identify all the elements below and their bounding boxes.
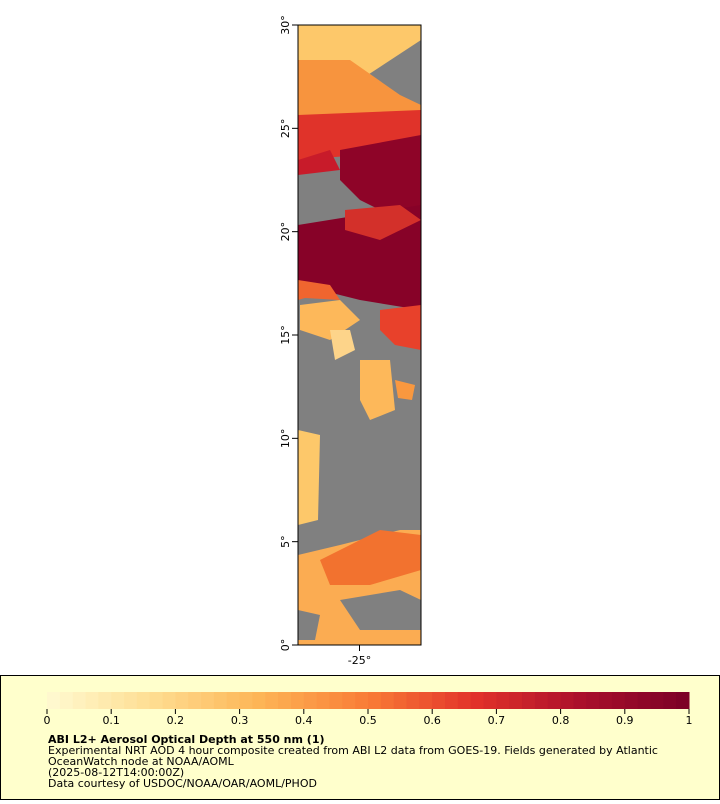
colorbar-cell [124,692,138,709]
colorbar-cell [201,692,215,709]
y-tick-label: 10° [279,429,292,449]
legend-text: Data courtesy of USDOC/NOAA/OAR/AOML/PHO… [48,777,317,790]
colorbar-cell [239,692,253,709]
colorbar-cell [470,692,485,709]
colorbar-cell [355,692,369,709]
y-tick-label: 15° [279,325,292,345]
colorbar-cell [175,692,189,709]
colorbar-tick-label: 0.3 [231,714,249,727]
colorbar-cell [663,692,677,709]
colorbar-tick-label: 0.2 [167,714,185,727]
colorbar-cell [136,692,151,709]
y-tick-label: 30° [279,15,292,35]
colorbar-cell [59,692,74,709]
legend-text: (2025-08-12T14:00:00Z) [48,766,184,779]
legend-text: OceanWatch node at NOAA/AOML [48,755,235,768]
x-tick-label: -25° [348,654,371,667]
colorbar-cell [650,692,664,709]
colorbar-cell [368,692,382,709]
colorbar-tick-label: 0.5 [359,714,377,727]
legend-text: Experimental NRT AOD 4 hour composite cr… [48,744,658,757]
colorbar-cell [419,692,433,709]
colorbar-cell [573,692,587,709]
colorbar-cell [98,692,112,709]
colorbar-cell [162,692,176,709]
y-tick-label: 25° [279,119,292,139]
colorbar-cell [329,692,343,709]
legend-title: ABI L2+ Aerosol Optical Depth at 550 nm … [48,733,325,746]
colorbar-tick-label: 0.9 [616,714,634,727]
colorbar-cell [534,692,549,709]
colorbar-tick-label: 0.7 [488,714,506,727]
y-tick-label: 20° [279,222,292,242]
colorbar-cell [111,692,125,709]
y-tick-label: 0° [279,639,292,652]
colorbar-cell [47,692,61,709]
colorbar-cell [509,692,523,709]
colorbar-cell [380,692,395,709]
colorbar-cell [265,692,279,709]
colorbar-cell [522,692,536,709]
colorbar-cell [303,692,318,709]
colorbar-tick-label: 0 [44,714,51,727]
colorbar-tick-label: 0.1 [102,714,120,727]
colorbar-cell [226,692,241,709]
colorbar-cell [432,692,446,709]
colorbar-cell [483,692,497,709]
aod-raster [298,25,421,645]
colorbar-cell [316,692,330,709]
colorbar-cell [188,692,202,709]
colorbar-cell [393,692,408,709]
colorbar-cell [445,692,459,709]
colorbar-cell [457,692,472,709]
colorbar-cell [611,692,626,709]
colorbar-cell [599,692,613,709]
colorbar-cell [624,692,639,709]
colorbar-cell [213,692,228,709]
colorbar-cell [637,692,651,709]
colorbar-cell [252,692,266,709]
colorbar-cell [290,692,305,709]
colorbar-cell [149,692,164,709]
colorbar-tick-label: 0.8 [552,714,570,727]
colorbar-cell [406,692,420,709]
y-tick-label: 5° [279,535,292,548]
colorbar-cell [560,692,574,709]
colorbar-tick-label: 0.4 [295,714,313,727]
colorbar-tick-label: 0.6 [423,714,441,727]
colorbar-tick-label: 1 [686,714,693,727]
colorbar-cell [496,692,510,709]
colorbar-cell [278,692,292,709]
colorbar-cell [85,692,99,709]
colorbar-cell [342,692,356,709]
colorbar-cell [547,692,562,709]
colorbar-cell [72,692,87,709]
colorbar-cell [676,692,690,709]
colorbar-cell [586,692,600,709]
